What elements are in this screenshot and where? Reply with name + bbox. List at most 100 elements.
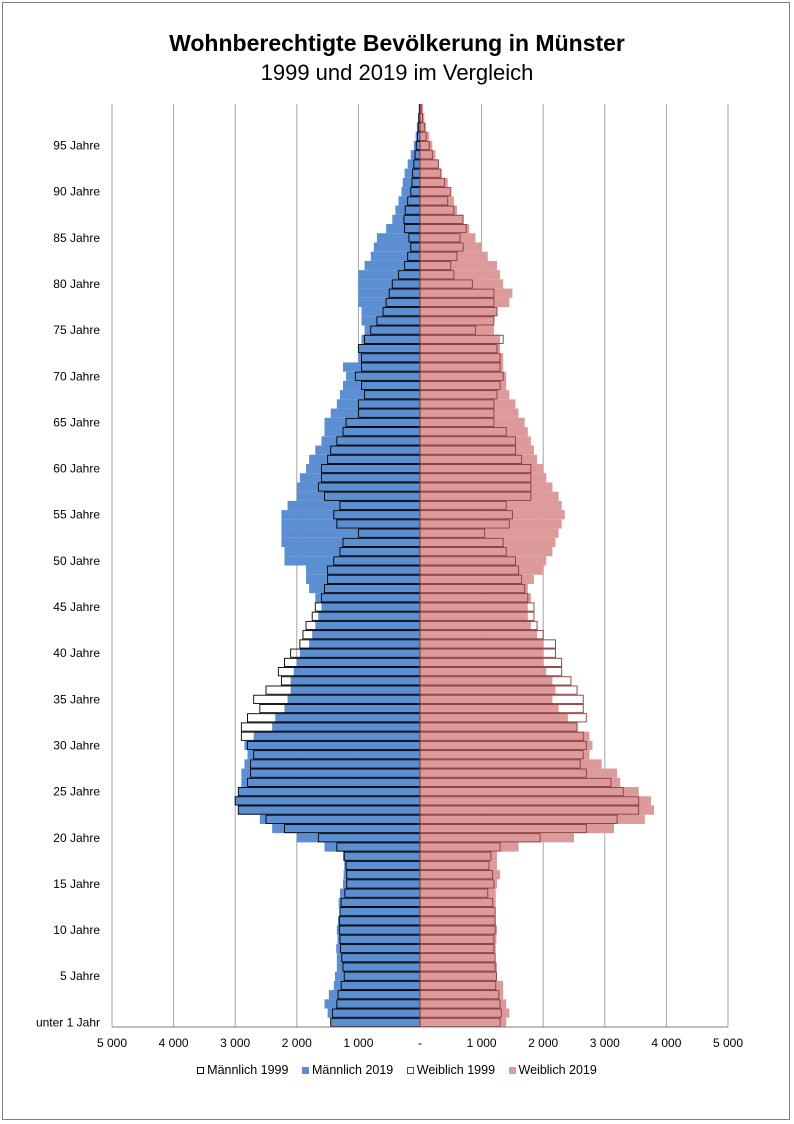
bar-female-1999: [419, 740, 587, 751]
x-tick-label: 5 000: [97, 1036, 127, 1050]
bar-male-2019: [238, 787, 420, 797]
bar-female-2019: [420, 565, 544, 575]
bar-female-1999: [419, 667, 563, 677]
bar-female-1999: [419, 584, 526, 594]
bar-female-1999: [419, 593, 529, 603]
bar-female-1999: [419, 814, 618, 824]
bar-male-2019: [336, 962, 420, 972]
bar-female-2019: [420, 251, 488, 261]
bar-female-2019: [420, 814, 645, 824]
bar-female-1999: [419, 602, 535, 612]
bar-male-2019: [296, 657, 420, 668]
legend-label-male-2019: Männlich 2019: [311, 1063, 394, 1077]
bar-female-1999: [419, 805, 640, 815]
bar-male-2019: [364, 260, 420, 271]
bar-female-2019: [420, 916, 496, 926]
bar-male-2019: [343, 851, 420, 861]
bar-male-2019: [395, 205, 420, 215]
bar-female-1999: [419, 297, 495, 308]
bar-female-1999: [419, 897, 494, 907]
bar-female-2019: [420, 223, 470, 234]
bar-male-2019: [336, 953, 420, 963]
bar-male-2019: [235, 796, 420, 806]
y-tick-label: 85 Jahre: [53, 231, 100, 245]
bar-male-2019: [247, 750, 420, 760]
bar-male-2019: [272, 823, 420, 834]
y-tick-label: 20 Jahre: [53, 831, 100, 845]
bar-female-1999: [419, 519, 510, 529]
bar-male-2019: [299, 648, 420, 658]
bar-female-1999: [419, 722, 578, 732]
legend-swatch-male-2019: [301, 1067, 309, 1074]
bar-male-2019: [287, 694, 420, 704]
bar-female-1999: [419, 150, 433, 160]
bar-female-2019: [420, 454, 538, 464]
bar-female-1999: [419, 528, 486, 538]
bar-female-1999: [419, 971, 497, 981]
bar-female-1999: [419, 491, 532, 501]
bar-male-2019: [324, 999, 420, 1009]
bar-female-2019: [420, 980, 504, 991]
bar-female-2019: [420, 713, 568, 723]
bar-female-1999: [419, 787, 624, 797]
bar-female-1999: [419, 639, 556, 649]
chart-subtitle: 1999 und 2019 im Vergleich: [260, 60, 534, 85]
bar-female-2019: [420, 214, 464, 224]
bar-female-2019: [420, 408, 519, 418]
legend-label-female-2019: Weiblich 2019: [518, 1063, 597, 1077]
bar-male-2019: [306, 574, 420, 584]
x-tick-label: 4 000: [159, 1036, 189, 1050]
bar-male-2019: [338, 916, 420, 926]
bar-male-2019: [281, 510, 420, 520]
bar-female-2019: [420, 537, 556, 548]
bar-female-2019: [420, 805, 655, 815]
bar-female-2019: [420, 667, 547, 677]
bar-male-2019: [344, 860, 420, 871]
y-tick-label: unter 1 Jahr: [36, 1015, 100, 1029]
bar-female-2019: [420, 602, 528, 612]
bar-male-2019: [336, 943, 420, 954]
y-tick-label: 95 Jahre: [53, 139, 100, 153]
bar-female-1999: [419, 270, 455, 280]
bar-female-2019: [420, 233, 476, 243]
bar-female-2019: [420, 777, 621, 788]
bar-female-2019: [420, 971, 497, 981]
bar-female-1999: [419, 907, 496, 917]
bar-female-1999: [419, 620, 538, 631]
bar-male-2019: [324, 842, 420, 852]
bar-female-2019: [420, 583, 528, 594]
legend-swatch-male-1999: [197, 1067, 205, 1074]
bar-male-2019: [361, 307, 420, 317]
y-tick-label: 50 Jahre: [53, 554, 100, 568]
bar-female-1999: [419, 307, 498, 317]
bar-female-1999: [419, 713, 587, 723]
bar-male-2019: [343, 362, 420, 372]
bar-female-1999: [419, 140, 430, 151]
bar-female-2019: [420, 750, 590, 760]
bar-female-1999: [419, 131, 427, 141]
bar-male-2019: [392, 214, 420, 224]
x-tick-label: -: [418, 1036, 422, 1050]
y-tick-label: 10 Jahre: [53, 923, 100, 937]
bar-female-2019: [420, 870, 501, 880]
bar-male-2019: [358, 297, 420, 308]
bar-female-2019: [420, 260, 497, 271]
bar-male-2019: [238, 805, 420, 815]
bar-female-2019: [420, 316, 494, 326]
bar-female-2019: [420, 343, 501, 354]
bar-female-1999: [419, 842, 501, 852]
bar-male-2019: [321, 602, 420, 612]
bar-male-2019: [244, 740, 420, 751]
bar-female-2019: [420, 150, 436, 160]
bar-female-2019: [420, 897, 496, 908]
bar-female-1999: [419, 990, 500, 1000]
y-tick-label: 35 Jahre: [53, 692, 100, 706]
bar-male-2019: [358, 343, 420, 354]
bar-female-1999: [419, 362, 501, 372]
bar-female-1999: [419, 685, 578, 695]
bar-female-1999: [419, 224, 467, 234]
bar-male-2019: [330, 408, 420, 418]
bar-female-2019: [420, 722, 578, 732]
bar-female-1999: [419, 316, 495, 326]
bar-female-1999: [419, 427, 507, 437]
